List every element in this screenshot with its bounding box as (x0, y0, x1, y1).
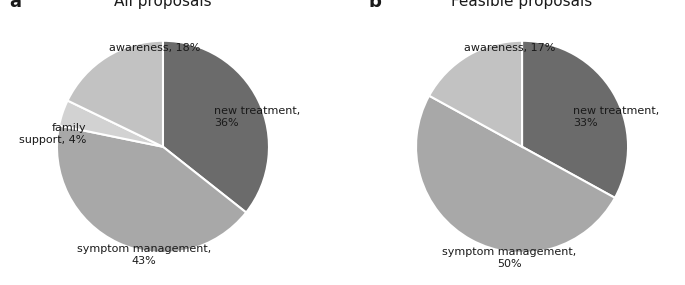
Text: awareness, 18%: awareness, 18% (109, 44, 200, 54)
Wedge shape (68, 41, 163, 147)
Text: symptom management,
50%: symptom management, 50% (443, 247, 577, 269)
Text: new treatment,
36%: new treatment, 36% (214, 106, 300, 128)
Text: a: a (9, 0, 21, 11)
Text: symptom management,
43%: symptom management, 43% (77, 244, 211, 266)
Text: family
support, 4%: family support, 4% (19, 123, 86, 145)
Wedge shape (163, 41, 269, 213)
Text: new treatment,
33%: new treatment, 33% (573, 106, 659, 128)
Wedge shape (429, 41, 522, 147)
Text: awareness, 17%: awareness, 17% (464, 44, 555, 54)
Text: b: b (369, 0, 381, 11)
Wedge shape (59, 101, 163, 147)
Wedge shape (57, 125, 246, 253)
Title: All proposals: All proposals (114, 0, 212, 9)
Wedge shape (416, 96, 615, 253)
Wedge shape (522, 41, 628, 198)
Title: Feasible proposals: Feasible proposals (451, 0, 593, 9)
